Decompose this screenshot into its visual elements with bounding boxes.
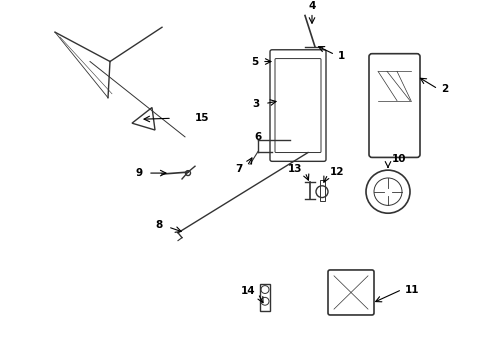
Text: 5: 5: [251, 57, 258, 67]
Text: 3: 3: [253, 99, 260, 109]
Text: 7: 7: [236, 164, 243, 174]
Text: 14: 14: [241, 287, 255, 297]
Text: 11: 11: [405, 284, 419, 294]
Text: 10: 10: [392, 154, 407, 165]
Text: 6: 6: [255, 132, 262, 142]
Bar: [320, 180, 325, 202]
Text: 15: 15: [195, 113, 210, 123]
Text: 12: 12: [330, 167, 344, 177]
Text: 1: 1: [338, 51, 345, 60]
Text: 13: 13: [288, 164, 302, 174]
Bar: [260, 284, 270, 311]
Text: 9: 9: [136, 168, 143, 178]
Text: 8: 8: [156, 220, 163, 230]
Text: 4: 4: [308, 1, 316, 11]
Text: 2: 2: [441, 84, 448, 94]
